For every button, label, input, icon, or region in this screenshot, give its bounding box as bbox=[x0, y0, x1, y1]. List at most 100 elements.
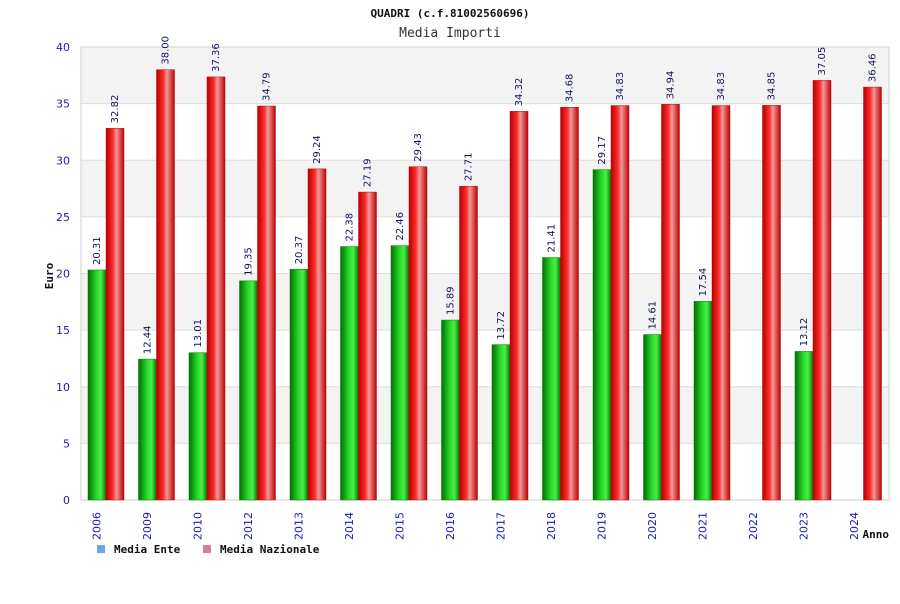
x-tick-label-2019: 2019 bbox=[595, 512, 608, 540]
x-axis-label: Anno bbox=[863, 528, 890, 541]
data-label-media-nazionale-2014: 27.19 bbox=[363, 158, 374, 187]
bar-media-nazionale-2023 bbox=[812, 80, 832, 501]
data-label-media-ente-2014: 22.38 bbox=[345, 213, 356, 242]
bar-media-nazionale-2006 bbox=[105, 128, 125, 501]
x-tick-label-2020: 2020 bbox=[646, 512, 659, 540]
bar-media-ente-2020 bbox=[643, 334, 662, 501]
y-tick-label: 35 bbox=[56, 98, 70, 111]
bar-media-nazionale-2015 bbox=[408, 166, 428, 501]
bars bbox=[87, 69, 882, 501]
bar-media-ente-2018 bbox=[542, 257, 561, 501]
x-tick-label-2023: 2023 bbox=[797, 512, 810, 540]
data-label-media-nazionale-2018: 34.68 bbox=[565, 74, 576, 103]
chart-title: QUADRI (c.f.81002560696) bbox=[371, 7, 530, 20]
data-label-media-ente-2017: 13.72 bbox=[496, 311, 507, 340]
x-tick-label-2012: 2012 bbox=[242, 512, 255, 540]
y-tick-label: 25 bbox=[56, 211, 70, 224]
data-label-media-ente-2023: 13.12 bbox=[799, 318, 810, 347]
data-label-media-nazionale-2023: 37.05 bbox=[817, 47, 828, 76]
legend: Media Ente Media Nazionale bbox=[97, 543, 320, 556]
bar-media-ente-2017 bbox=[491, 344, 511, 501]
bar-media-nazionale-2018 bbox=[560, 106, 579, 501]
bar-media-ente-2015 bbox=[390, 245, 410, 501]
bar-media-ente-2009 bbox=[138, 358, 157, 501]
data-label-media-nazionale-2020: 34.94 bbox=[666, 71, 677, 100]
x-tick-label-2006: 2006 bbox=[90, 512, 103, 540]
data-label-media-nazionale-2022: 34.85 bbox=[767, 72, 778, 101]
x-tick-label-2015: 2015 bbox=[393, 512, 406, 540]
x-tick-label-2017: 2017 bbox=[494, 512, 507, 540]
bar-media-nazionale-2021 bbox=[711, 105, 731, 501]
data-label-media-nazionale-2016: 27.71 bbox=[464, 153, 475, 182]
data-label-media-ente-2010: 13.01 bbox=[193, 319, 204, 348]
x-tick-label-2009: 2009 bbox=[141, 512, 154, 540]
data-label-media-ente-2013: 20.37 bbox=[294, 236, 305, 265]
y-tick-label: 10 bbox=[56, 381, 70, 394]
bar-media-nazionale-2009 bbox=[156, 69, 175, 501]
data-label-media-ente-2016: 15.89 bbox=[446, 286, 457, 315]
y-tick-label: 15 bbox=[56, 324, 70, 337]
data-label-media-ente-2021: 17.54 bbox=[698, 268, 709, 297]
data-label-media-ente-2018: 21.41 bbox=[547, 224, 558, 253]
y-tick-label: 30 bbox=[56, 154, 70, 167]
y-axis-label: Euro bbox=[43, 262, 56, 289]
data-label-media-nazionale-2017: 34.32 bbox=[514, 78, 525, 107]
x-axis: 2006 2009 2010 2012 2013 2014 2015 2016 2017 2018… bbox=[90, 512, 861, 540]
data-label-media-ente-2019: 29.17 bbox=[597, 136, 608, 165]
legend-swatch-media-ente bbox=[97, 545, 105, 553]
legend-label-media-ente: Media Ente bbox=[114, 543, 181, 556]
x-tick-label-2018: 2018 bbox=[545, 512, 558, 540]
bar-media-nazionale-2012 bbox=[257, 105, 276, 501]
data-label-media-nazionale-2019: 34.83 bbox=[615, 72, 626, 101]
chart-subtitle: Media Importi bbox=[399, 26, 501, 41]
x-tick-label-2016: 2016 bbox=[444, 512, 457, 540]
y-tick-label: 5 bbox=[63, 437, 70, 450]
legend-swatch-media-nazionale bbox=[203, 545, 211, 553]
x-tick-label-2024: 2024 bbox=[848, 512, 861, 540]
x-tick-label-2022: 2022 bbox=[747, 512, 760, 540]
x-tick-label-2010: 2010 bbox=[191, 512, 204, 540]
data-label-media-ente-2006: 20.31 bbox=[92, 236, 103, 265]
y-tick-label: 40 bbox=[56, 41, 70, 54]
bar-media-ente-2013 bbox=[289, 269, 309, 501]
data-label-media-nazionale-2024: 36.46 bbox=[868, 53, 879, 82]
data-label-media-ente-2012: 19.35 bbox=[244, 247, 255, 276]
bar-media-nazionale-2013 bbox=[307, 168, 327, 501]
bar-media-ente-2023 bbox=[794, 351, 814, 501]
data-label-media-ente-2020: 14.61 bbox=[648, 301, 659, 330]
legend-label-media-nazionale: Media Nazionale bbox=[220, 543, 320, 556]
bar-media-nazionale-2024 bbox=[863, 86, 882, 501]
bar-media-ente-2012 bbox=[239, 280, 258, 501]
bar-media-nazionale-2017 bbox=[509, 111, 529, 501]
data-label-media-nazionale-2012: 34.79 bbox=[262, 72, 273, 101]
bar-media-nazionale-2016 bbox=[459, 185, 478, 501]
y-tick-label: 20 bbox=[56, 268, 70, 281]
data-label-media-nazionale-2009: 38.00 bbox=[161, 36, 172, 65]
data-label-media-nazionale-2010: 37.36 bbox=[211, 43, 222, 72]
bar-media-nazionale-2010 bbox=[206, 76, 226, 501]
x-tick-label-2014: 2014 bbox=[343, 512, 356, 540]
bar-media-ente-2014 bbox=[340, 246, 359, 501]
bar-media-ente-2019 bbox=[592, 169, 612, 501]
bar-media-ente-2021 bbox=[693, 301, 713, 501]
data-label-media-ente-2009: 12.44 bbox=[143, 325, 154, 354]
data-label-media-nazionale-2006: 32.82 bbox=[110, 95, 121, 124]
bar-media-nazionale-2020 bbox=[661, 104, 680, 501]
y-axis: 0 5 10 15 20 25 30 35 40 bbox=[56, 41, 70, 507]
x-tick-label-2021: 2021 bbox=[696, 512, 709, 540]
data-label-media-nazionale-2013: 29.24 bbox=[312, 135, 323, 164]
data-label-media-ente-2015: 22.46 bbox=[395, 212, 406, 241]
y-tick-label: 0 bbox=[63, 494, 70, 507]
bar-media-nazionale-2019 bbox=[610, 105, 630, 501]
bar-media-ente-2006 bbox=[87, 269, 107, 501]
bar-media-nazionale-2014 bbox=[358, 191, 377, 501]
bar-media-nazionale-2022 bbox=[762, 105, 781, 501]
data-labels: 20.31 32.82 12.44 38.00 13.01 37.36 19.35 34.79… bbox=[92, 36, 879, 354]
plot-frame bbox=[80, 46, 890, 501]
x-tick-label-2013: 2013 bbox=[292, 512, 305, 540]
data-label-media-nazionale-2021: 34.83 bbox=[716, 72, 727, 101]
bar-media-ente-2016 bbox=[441, 319, 460, 501]
data-label-media-nazionale-2015: 29.43 bbox=[413, 133, 424, 162]
